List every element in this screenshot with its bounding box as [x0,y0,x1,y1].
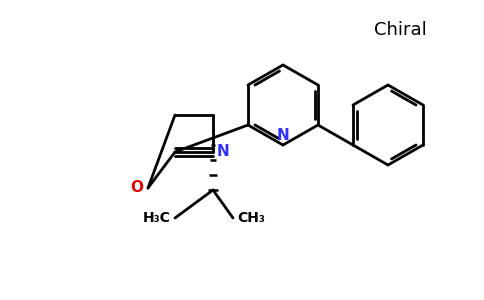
Text: N: N [277,128,289,143]
Text: Chiral: Chiral [374,21,426,39]
Text: O: O [130,181,143,196]
Text: H₃C: H₃C [143,211,171,225]
Text: N: N [217,145,230,160]
Text: CH₃: CH₃ [237,211,265,225]
